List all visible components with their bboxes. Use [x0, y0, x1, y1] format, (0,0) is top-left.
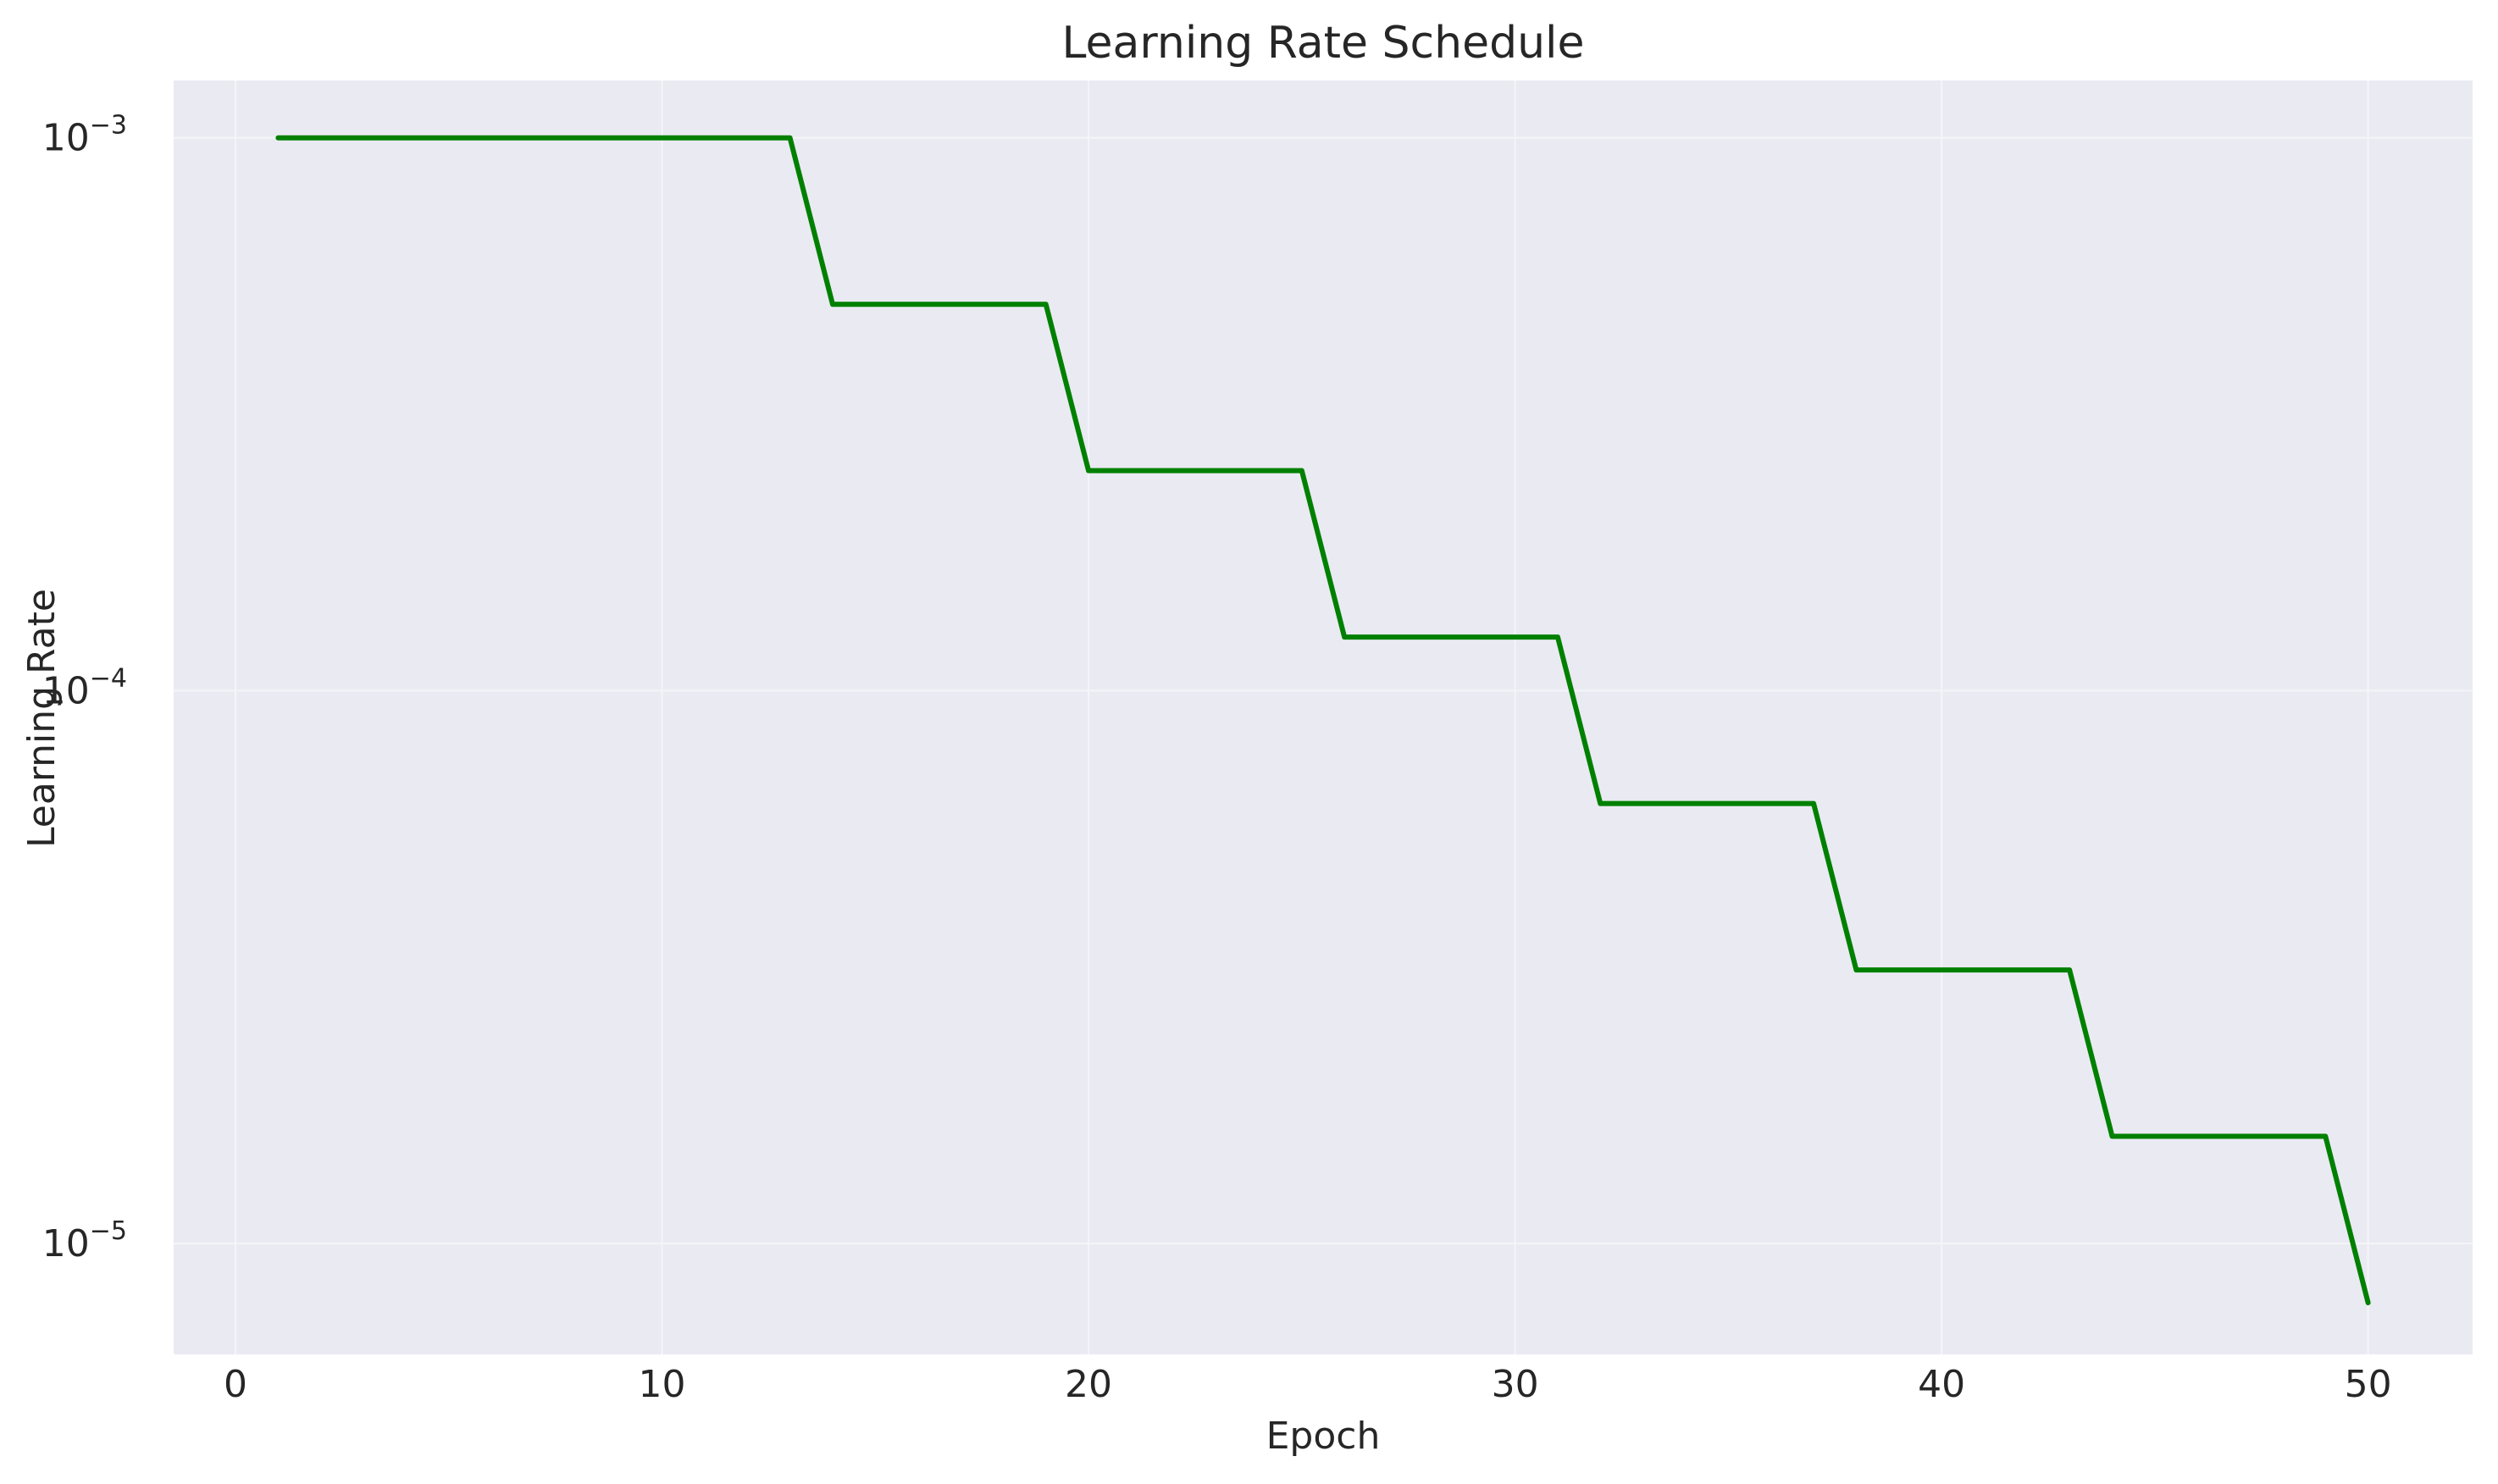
y-axis-label: Learning Rate [20, 589, 64, 848]
x-tick-label: 20 [1065, 1363, 1112, 1406]
y-tick-label: 10−4 [42, 663, 127, 712]
y-tick-label: 10−3 [42, 111, 127, 160]
x-axis-ticks: 0 10 20 30 40 50 [224, 1363, 2392, 1406]
series-line [275, 135, 2371, 1306]
x-tick-label: 50 [2345, 1363, 2392, 1406]
x-tick-label: 10 [639, 1363, 686, 1406]
y-axis-ticks: 10−3 10−4 10−5 [42, 111, 127, 1265]
series-layer [275, 135, 2371, 1306]
chart-title: Learning Rate Schedule [1062, 18, 1585, 69]
y-tick-label: 10−5 [42, 1216, 127, 1265]
x-tick-label: 40 [1918, 1363, 1965, 1406]
plot-area [174, 80, 2473, 1354]
x-tick-label: 0 [224, 1363, 247, 1406]
x-axis-label: Epoch [1266, 1415, 1381, 1458]
grid-lines [174, 80, 2473, 1354]
x-tick-label: 30 [1492, 1363, 1539, 1406]
